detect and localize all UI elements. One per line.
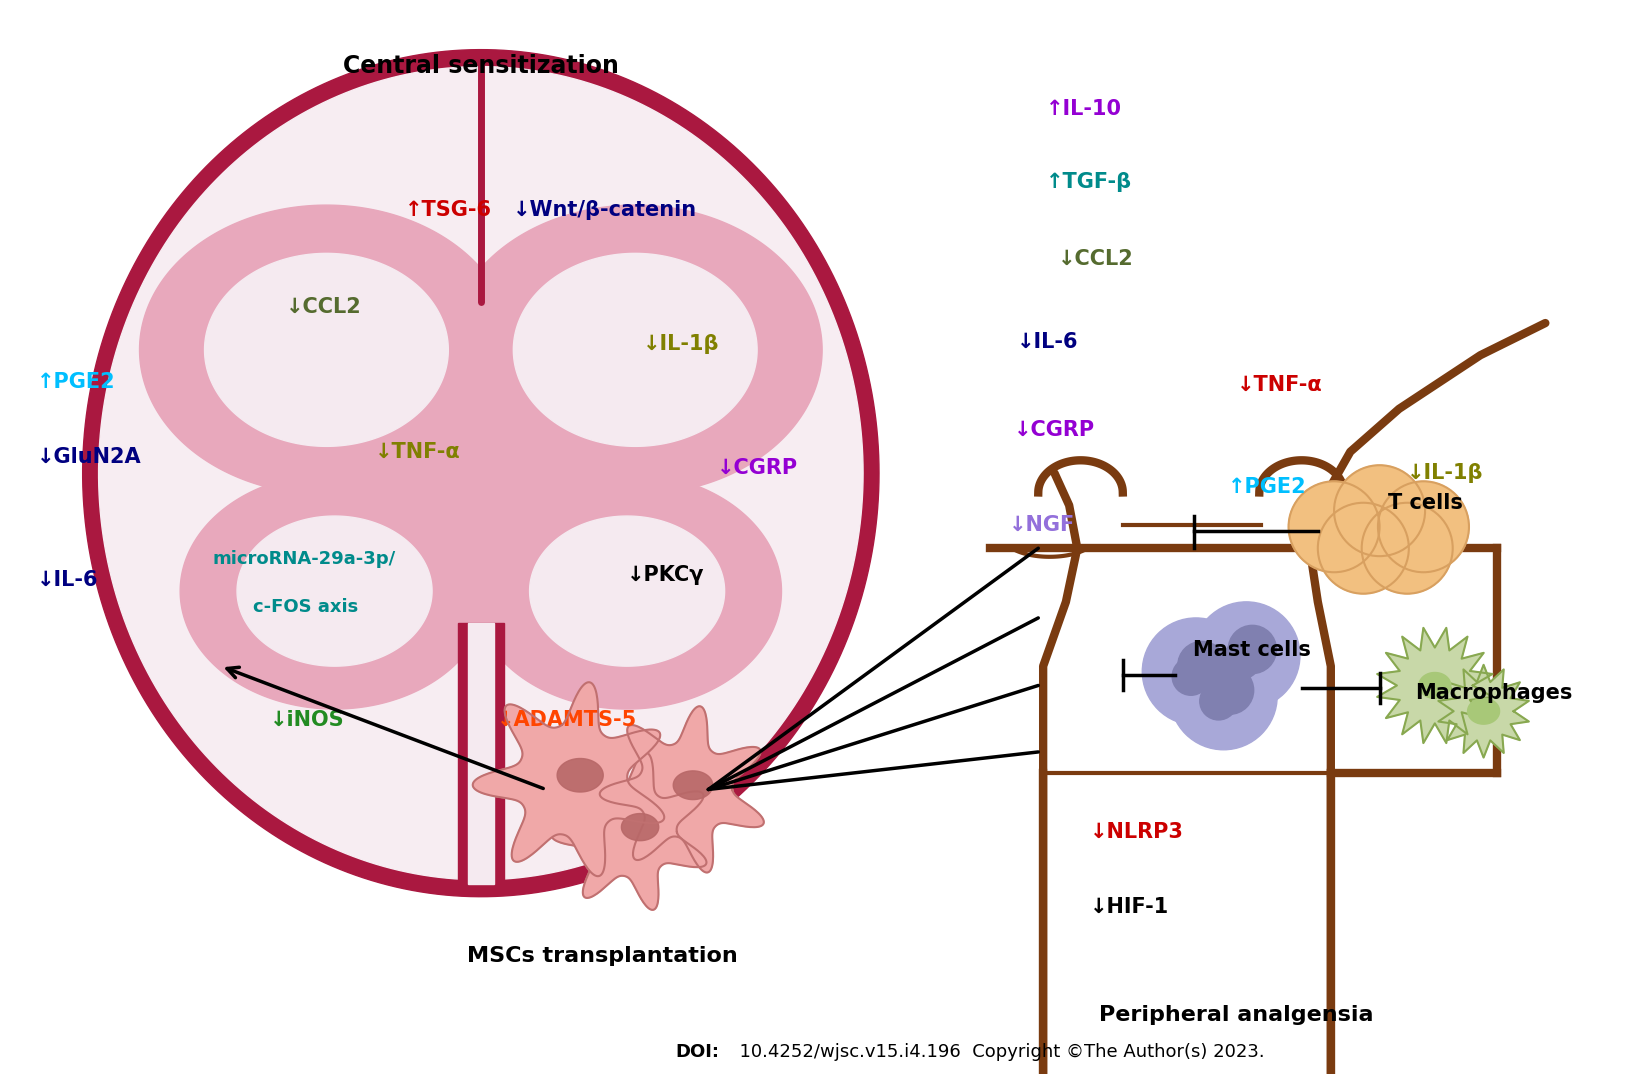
Circle shape <box>1317 503 1408 593</box>
Circle shape <box>1143 618 1250 726</box>
Text: ↓IL-6: ↓IL-6 <box>37 571 99 590</box>
Circle shape <box>1205 666 1254 714</box>
Text: ↓iNOS: ↓iNOS <box>270 710 344 730</box>
Text: c-FOS axis: c-FOS axis <box>254 598 358 616</box>
Polygon shape <box>557 759 604 792</box>
Circle shape <box>1377 482 1468 572</box>
Circle shape <box>1172 658 1210 696</box>
Circle shape <box>1193 602 1299 710</box>
Text: ↓IL-1β: ↓IL-1β <box>643 334 720 355</box>
Polygon shape <box>467 624 493 884</box>
Polygon shape <box>83 49 879 897</box>
Text: ↓NGF: ↓NGF <box>1009 515 1074 534</box>
Polygon shape <box>140 205 513 494</box>
Text: 10.4252/wjsc.v15.i4.196  Copyright ©The Author(s) 2023.: 10.4252/wjsc.v15.i4.196 Copyright ©The A… <box>728 1043 1265 1061</box>
Polygon shape <box>529 516 724 666</box>
Polygon shape <box>1377 628 1493 743</box>
Polygon shape <box>99 67 863 879</box>
Text: ↓Wnt/β-catenin: ↓Wnt/β-catenin <box>513 200 697 220</box>
Circle shape <box>1223 642 1260 679</box>
Text: ↓HIF-1: ↓HIF-1 <box>1091 898 1169 917</box>
Text: ↓CGRP: ↓CGRP <box>1014 420 1096 441</box>
Text: ↓PKCγ: ↓PKCγ <box>627 565 705 585</box>
Polygon shape <box>552 752 707 909</box>
Polygon shape <box>1438 664 1529 758</box>
Text: ↓NLRP3: ↓NLRP3 <box>1091 822 1184 843</box>
Text: MSCs transplantation: MSCs transplantation <box>467 946 737 965</box>
Text: T cells: T cells <box>1387 493 1462 513</box>
Polygon shape <box>1420 673 1451 699</box>
Text: ↑PGE2: ↑PGE2 <box>37 372 116 392</box>
Text: Macrophages: Macrophages <box>1415 683 1573 703</box>
Polygon shape <box>674 771 713 800</box>
Polygon shape <box>391 324 570 624</box>
Circle shape <box>1333 465 1424 556</box>
Polygon shape <box>513 254 757 446</box>
Text: ↑IL-10: ↑IL-10 <box>1047 99 1122 118</box>
Text: ↑TSG-6: ↑TSG-6 <box>404 200 492 220</box>
Polygon shape <box>599 706 764 873</box>
Polygon shape <box>472 683 664 876</box>
Text: ↑TGF-β: ↑TGF-β <box>1047 172 1133 191</box>
Text: DOI:: DOI: <box>676 1043 720 1061</box>
Text: ↓TNF-α: ↓TNF-α <box>374 442 461 462</box>
Polygon shape <box>448 205 822 494</box>
Circle shape <box>1171 643 1278 749</box>
Text: ↓CCL2: ↓CCL2 <box>287 297 361 317</box>
Polygon shape <box>1467 699 1499 725</box>
Circle shape <box>1200 683 1237 720</box>
Text: ↓ADAMTS-5: ↓ADAMTS-5 <box>497 710 637 730</box>
Circle shape <box>1361 503 1452 593</box>
Text: ↓CGRP: ↓CGRP <box>716 458 798 477</box>
Polygon shape <box>622 814 659 841</box>
Text: ↓CCL2: ↓CCL2 <box>1058 248 1133 269</box>
Text: Central sensitization: Central sensitization <box>344 54 619 77</box>
Text: Mast cells: Mast cells <box>1193 640 1311 660</box>
Polygon shape <box>457 624 503 886</box>
Text: ↑PGE2: ↑PGE2 <box>1229 477 1307 497</box>
Text: Peripheral analgensia: Peripheral analgensia <box>1099 1005 1374 1024</box>
Polygon shape <box>238 516 431 666</box>
Text: ↓IL-1β: ↓IL-1β <box>1407 463 1483 483</box>
Polygon shape <box>181 473 488 710</box>
Polygon shape <box>205 254 448 446</box>
Circle shape <box>1228 626 1276 674</box>
Polygon shape <box>472 473 781 710</box>
Text: ↓GluN2A: ↓GluN2A <box>37 447 142 467</box>
Text: ↓TNF-α: ↓TNF-α <box>1237 375 1322 396</box>
Text: microRNA-29a-3p/: microRNA-29a-3p/ <box>213 550 396 568</box>
Circle shape <box>1289 482 1379 572</box>
Circle shape <box>1177 642 1226 690</box>
Text: ↓IL-6: ↓IL-6 <box>1018 332 1079 353</box>
